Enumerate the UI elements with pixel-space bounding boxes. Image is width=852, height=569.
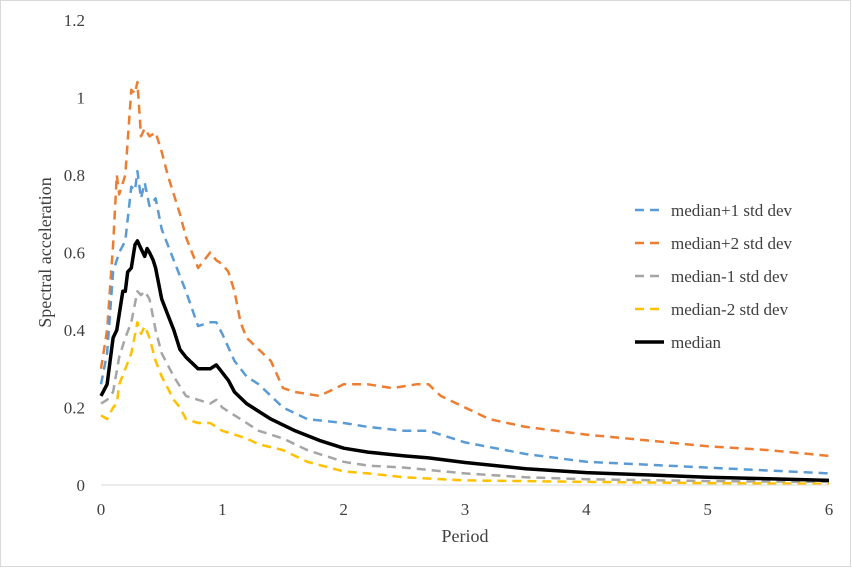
legend-label: median+1 std dev: [671, 201, 793, 220]
series-line-4: [99, 239, 830, 483]
y-tick-label: 0.6: [64, 244, 85, 263]
legend: median+1 std dev median+2 std dev median-1…: [635, 201, 793, 352]
y-tick-label: 0.8: [64, 166, 85, 185]
series-lines: [99, 80, 830, 486]
legend-label: median-2 std dev: [671, 300, 789, 319]
x-tick-label: 2: [339, 500, 348, 519]
x-tick-label: 1: [218, 500, 227, 519]
series-line-0: [99, 169, 830, 475]
y-tick-label: 0.2: [64, 399, 85, 418]
y-tick-label: 1.2: [64, 11, 85, 30]
x-tick-label: 4: [582, 500, 591, 519]
legend-label: median: [671, 333, 722, 352]
y-axis-title: Spectral acceleration: [35, 177, 55, 327]
x-tick-label: 6: [825, 500, 834, 519]
y-tick-label: 1: [77, 89, 86, 108]
series-line-2: [100, 290, 830, 484]
series-line-1: [99, 80, 830, 458]
legend-label: median-1 std dev: [671, 267, 789, 286]
x-tick-label: 0: [97, 500, 106, 519]
y-tick-labels: 0 0.2 0.4 0.6 0.8 1 1.2: [64, 11, 86, 495]
x-tick-label: 5: [703, 500, 712, 519]
legend-label: median+2 std dev: [671, 234, 793, 253]
y-tick-label: 0.4: [64, 321, 86, 340]
x-tick-labels: 0 1 2 3 4 5 6: [97, 500, 834, 519]
y-tick-label: 0: [77, 476, 86, 495]
x-axis-title: Period: [442, 526, 489, 546]
x-tick-label: 3: [461, 500, 470, 519]
series-line-3: [100, 321, 830, 486]
